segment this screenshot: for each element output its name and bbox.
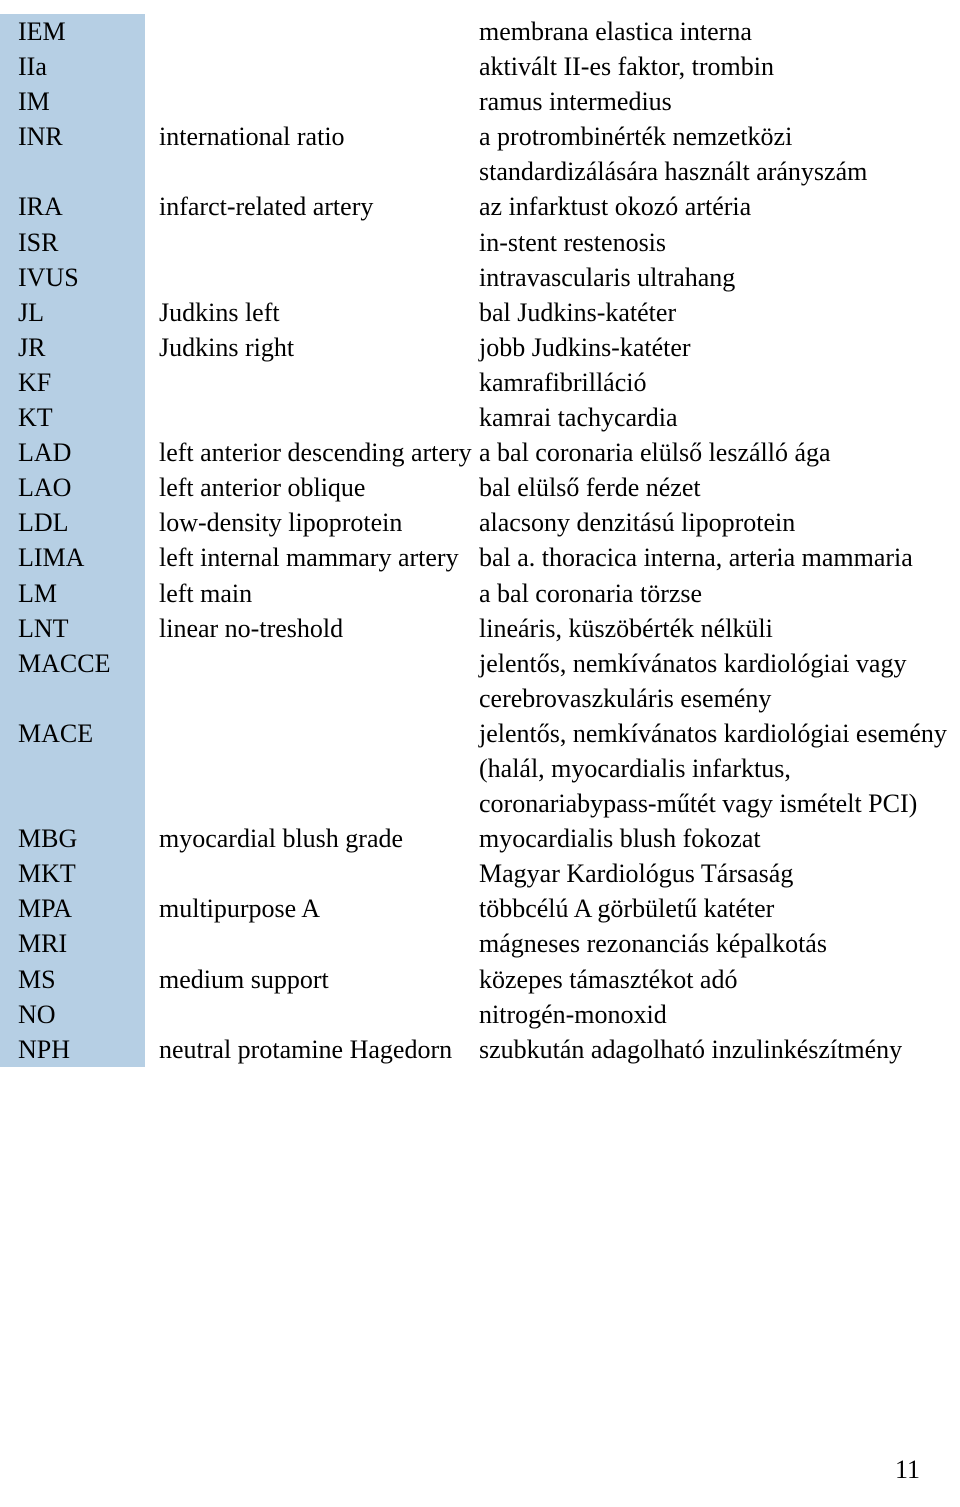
english-cell: neutral protamine Hagedorn	[159, 1032, 475, 1067]
hungarian-cell: ramus intermedius	[479, 84, 950, 119]
hungarian-cell: intravascularis ultrahang	[479, 260, 950, 295]
hungarian-cell: kamrafibrilláció	[479, 365, 950, 400]
hungarian-cell: jelentős, nemkívánatos kardiológiai esem…	[479, 716, 950, 821]
english-column: international ratioinfarct-related arter…	[145, 14, 475, 1067]
hungarian-cell: bal elülső ferde nézet	[479, 470, 950, 505]
abbr-cell: IVUS	[18, 260, 145, 295]
english-cell: myocardial blush grade	[159, 821, 475, 856]
abbr-cell: MACCE	[18, 646, 145, 716]
abbr-cell: LAO	[18, 470, 145, 505]
hungarian-cell: in-stent restenosis	[479, 225, 950, 260]
english-cell: linear no-treshold	[159, 611, 475, 646]
hungarian-cell: jelentős, nemkívánatos kardiológiai vagy…	[479, 646, 950, 716]
hungarian-cell: a protrombinérték nemzetközi standardizá…	[479, 119, 950, 189]
english-cell: multipurpose A	[159, 891, 475, 926]
abbr-cell: JR	[18, 330, 145, 365]
abbreviation-column: IEMIIaIMINRIRAISRIVUSJLJRKFKTLADLAOLDLLI…	[0, 14, 145, 1067]
hungarian-cell: a bal coronaria törzse	[479, 576, 950, 611]
abbr-cell: LAD	[18, 435, 145, 470]
english-cell	[159, 225, 475, 260]
english-cell	[159, 997, 475, 1032]
english-cell	[159, 365, 475, 400]
glossary-table: IEMIIaIMINRIRAISRIVUSJLJRKFKTLADLAOLDLLI…	[0, 0, 960, 1067]
english-cell	[159, 14, 475, 49]
abbr-cell: INR	[18, 119, 145, 189]
english-cell: left anterior descending artery	[159, 435, 475, 470]
hungarian-cell: membrana elastica interna	[479, 14, 950, 49]
hungarian-cell: szubkután adagolható inzulinkészítmény	[479, 1032, 950, 1067]
hungarian-cell: mágneses rezonanciás képalkotás	[479, 926, 950, 961]
abbr-cell: NO	[18, 997, 145, 1032]
english-cell: low-density lipoprotein	[159, 505, 475, 540]
english-cell	[159, 49, 475, 84]
english-cell	[159, 84, 475, 119]
hungarian-cell: nitrogén-monoxid	[479, 997, 950, 1032]
english-cell	[159, 646, 475, 716]
english-cell: left internal mammary artery	[159, 540, 475, 575]
english-cell	[159, 260, 475, 295]
english-cell: medium support	[159, 962, 475, 997]
hungarian-cell: többcélú A görbületű katéter	[479, 891, 950, 926]
hungarian-cell: a bal coronaria elülső leszálló ága	[479, 435, 950, 470]
abbr-cell: MBG	[18, 821, 145, 856]
hungarian-cell: lineáris, küszöbérték nélküli	[479, 611, 950, 646]
hungarian-cell: aktivált II-es faktor, trombin	[479, 49, 950, 84]
english-cell: international ratio	[159, 119, 475, 189]
hungarian-cell: Magyar Kardiológus Társaság	[479, 856, 950, 891]
abbr-cell: LIMA	[18, 540, 145, 575]
english-cell: Judkins right	[159, 330, 475, 365]
hungarian-cell: bal a. thoracica interna, arteria mammar…	[479, 540, 950, 575]
abbr-cell: MACE	[18, 716, 145, 821]
abbr-cell: JL	[18, 295, 145, 330]
abbr-cell: KT	[18, 400, 145, 435]
hungarian-column: membrana elastica internaaktivált II-es …	[475, 14, 960, 1067]
abbr-cell: IRA	[18, 189, 145, 224]
english-cell: left anterior oblique	[159, 470, 475, 505]
hungarian-cell: közepes támasztékot adó	[479, 962, 950, 997]
english-cell	[159, 926, 475, 961]
english-cell	[159, 856, 475, 891]
english-cell: infarct-related artery	[159, 189, 475, 224]
abbr-cell: NPH	[18, 1032, 145, 1067]
hungarian-cell: myocardialis blush fokozat	[479, 821, 950, 856]
hungarian-cell: kamrai tachycardia	[479, 400, 950, 435]
english-cell: Judkins left	[159, 295, 475, 330]
english-cell	[159, 400, 475, 435]
hungarian-cell: jobb Judkins-katéter	[479, 330, 950, 365]
abbr-cell: IEM	[18, 14, 145, 49]
english-cell: left main	[159, 576, 475, 611]
abbr-cell: MKT	[18, 856, 145, 891]
hungarian-cell: alacsony denzitású lipoprotein	[479, 505, 950, 540]
english-cell	[159, 716, 475, 821]
abbr-cell: LM	[18, 576, 145, 611]
abbr-cell: ISR	[18, 225, 145, 260]
hungarian-cell: az infarktust okozó artéria	[479, 189, 950, 224]
page-number: 11	[895, 1452, 920, 1487]
abbr-cell: LNT	[18, 611, 145, 646]
abbr-cell: IIa	[18, 49, 145, 84]
abbr-cell: LDL	[18, 505, 145, 540]
hungarian-cell: bal Judkins-katéter	[479, 295, 950, 330]
abbr-cell: KF	[18, 365, 145, 400]
abbr-cell: MPA	[18, 891, 145, 926]
abbr-cell: MRI	[18, 926, 145, 961]
abbr-cell: MS	[18, 962, 145, 997]
abbr-cell: IM	[18, 84, 145, 119]
